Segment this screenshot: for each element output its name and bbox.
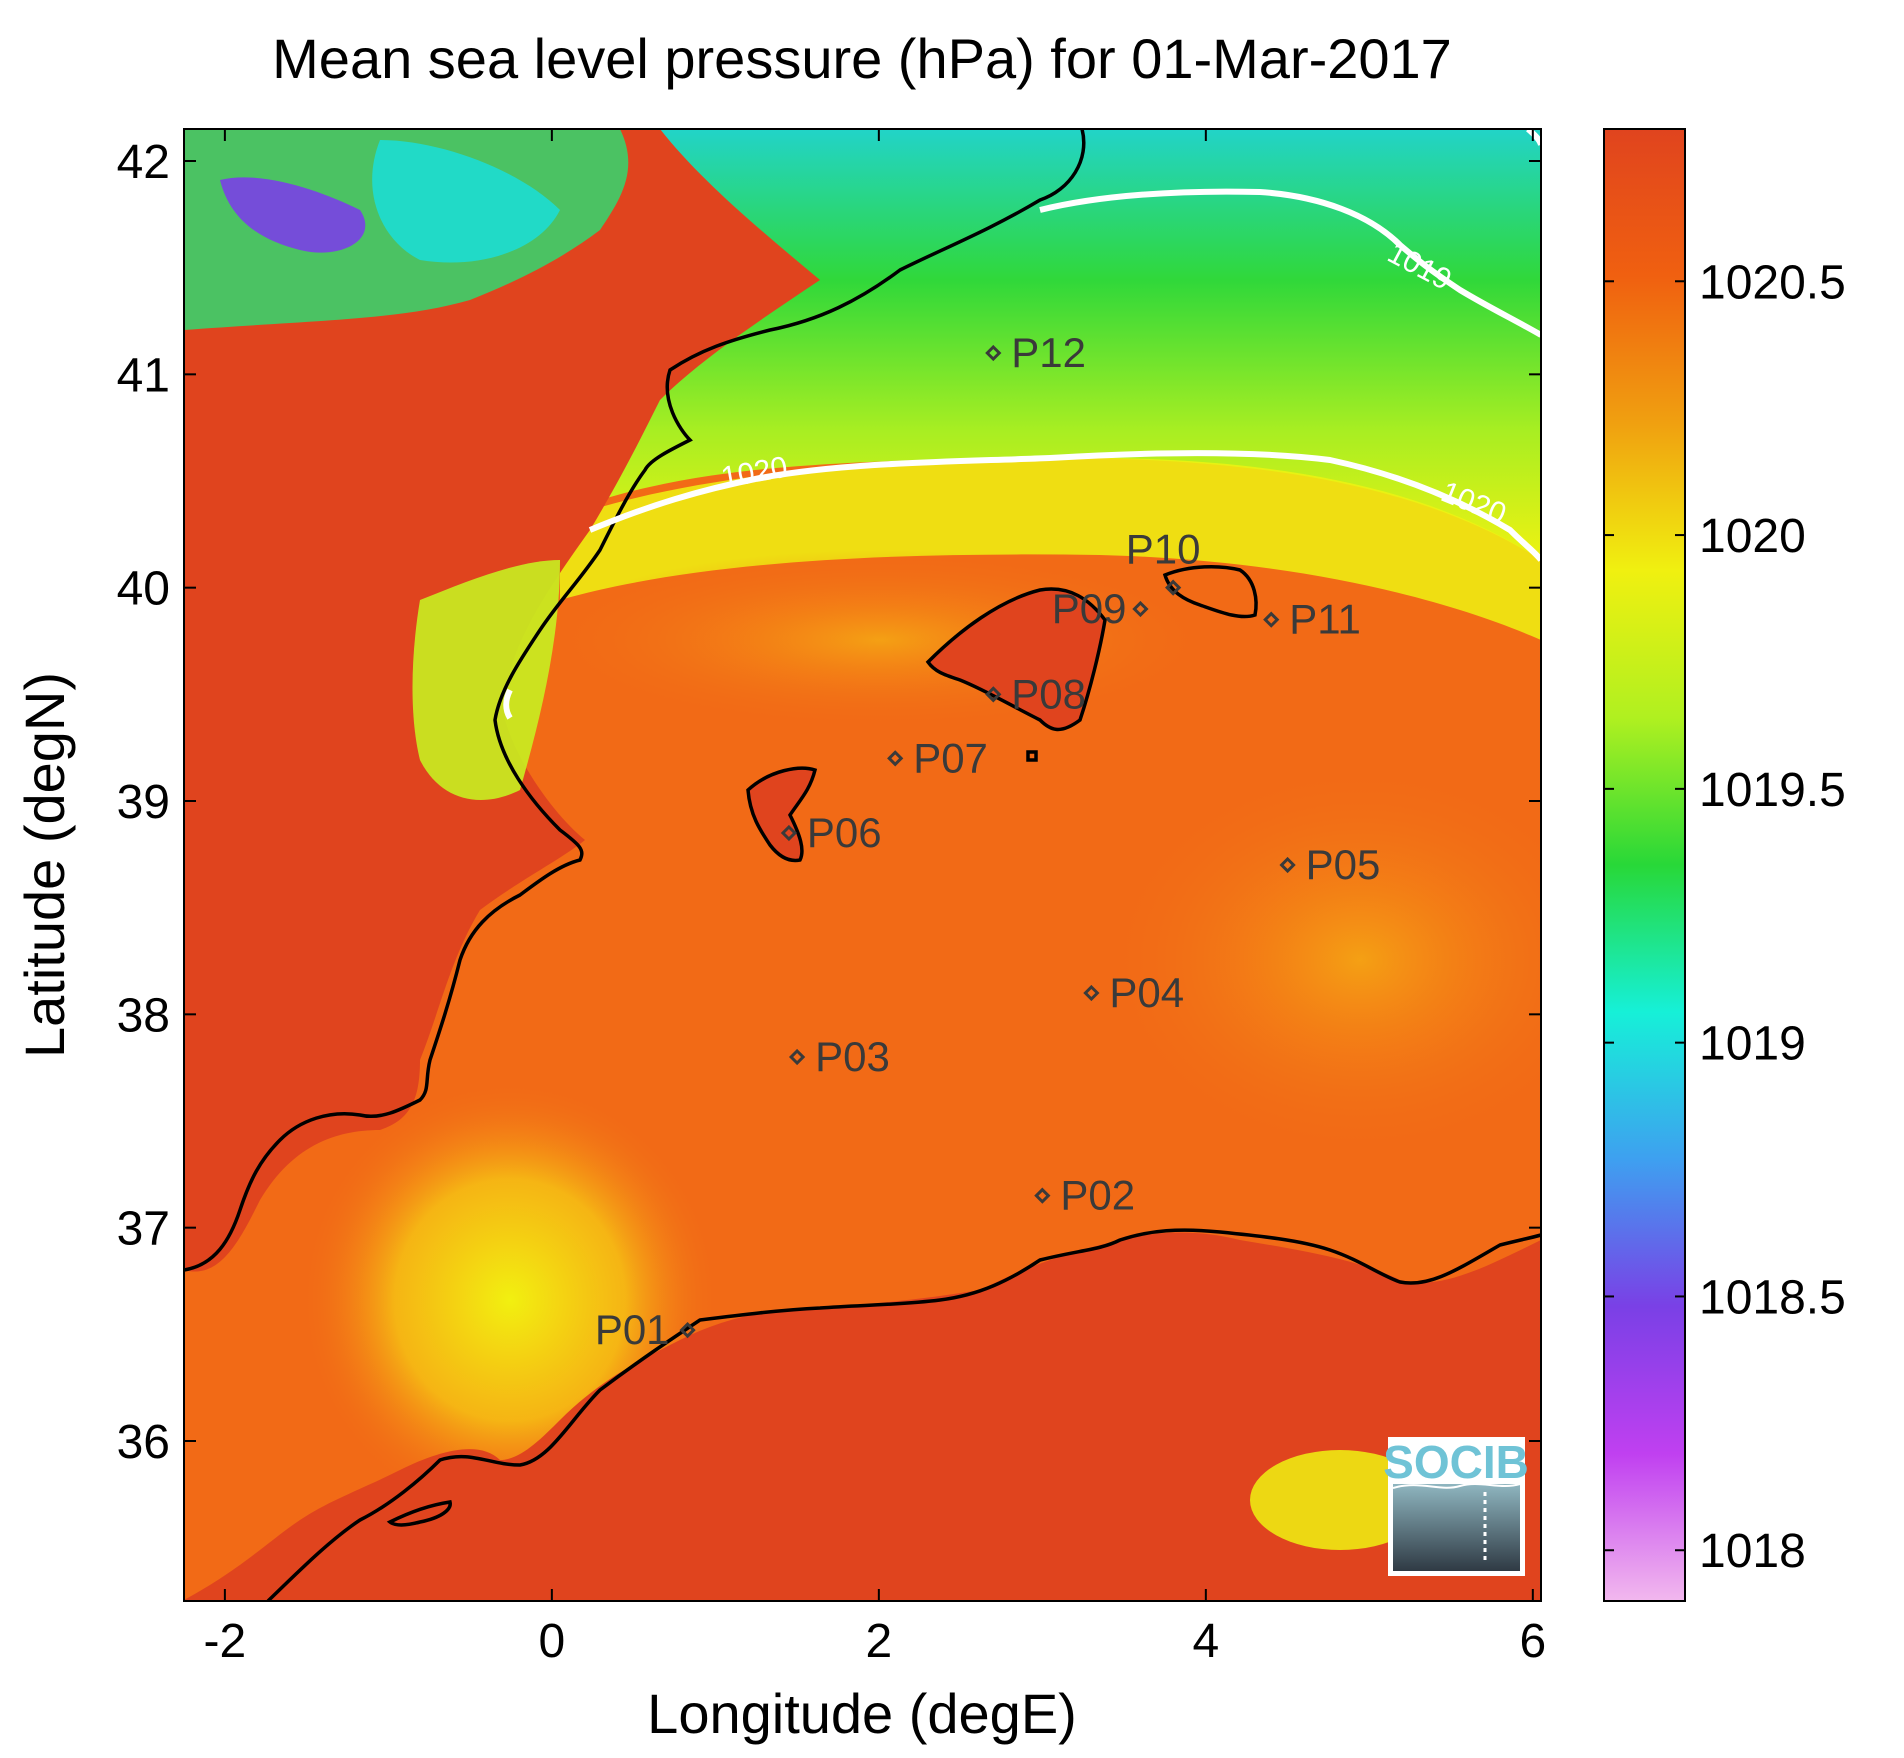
y-tick-label: 37 — [117, 1203, 170, 1256]
coastline-cabrera — [1026, 750, 1038, 762]
station-marker-p11 — [1263, 611, 1280, 628]
y-axis-ticks: 36 37 38 39 40 41 42 — [117, 136, 1541, 1469]
island-menorca — [1165, 566, 1257, 617]
y-tick-label: 42 — [117, 136, 170, 189]
coastline-iberia — [184, 129, 1086, 1272]
coastline-africa — [266, 1228, 1541, 1601]
station-marker-p05 — [1279, 856, 1296, 874]
y-tick-label: 38 — [117, 989, 170, 1042]
logo-wave — [1392, 1483, 1521, 1489]
map-area: 1020 1020 1019 P01P02P03P04P05P06P07P08P… — [184, 129, 1541, 1601]
x-axis-ticks: -2 0 2 4 6 — [204, 129, 1546, 1668]
station-marker-p07 — [887, 750, 904, 767]
y-tick-label: 40 — [117, 563, 170, 616]
y-axis-label: Latitude (degN) — [13, 672, 76, 1058]
stations: P01 P02 P03 P04 P05 P06 P07 P08 P09 P10 P11 P12 — [595, 329, 1380, 1353]
logo-image — [1393, 1484, 1520, 1571]
map-frame — [183, 128, 1542, 1602]
x-tick-label: 6 — [1519, 1615, 1546, 1668]
colorbar-tick-label: 1019 — [1699, 1018, 1806, 1071]
socib-logo: SOCIB — [1383, 1436, 1529, 1576]
coastline-ceuta — [386, 1500, 452, 1527]
africa-land — [184, 1232, 1541, 1601]
x-axis-label: Longitude (degE) — [647, 1682, 1077, 1745]
x-tick-label: 2 — [865, 1615, 892, 1668]
contour-1020-small — [503, 688, 513, 720]
land-highland-purple — [220, 177, 366, 253]
land-coastal-yellow — [412, 560, 560, 800]
station-marker-p08 — [985, 686, 1002, 703]
yellow-band — [560, 457, 1541, 640]
station-marker-p03 — [788, 1048, 806, 1066]
station-marker-p04 — [1083, 984, 1100, 1002]
x-tick-label: -2 — [204, 1615, 247, 1668]
station-marker-p01 — [679, 1321, 696, 1339]
station-label-p12: P12 — [1011, 329, 1086, 376]
colorbar-tick-label: 1019.5 — [1699, 764, 1846, 817]
colorbar-tick-label: 1018.5 — [1699, 1271, 1846, 1324]
station-label-p08: P08 — [1011, 670, 1086, 717]
station-label-p03: P03 — [815, 1033, 890, 1080]
chart-title: Mean sea level pressure (hPa) for 01-Mar… — [272, 27, 1452, 90]
contour-1020 — [588, 450, 1541, 562]
y-tick-label: 41 — [117, 349, 170, 402]
station-label-p05: P05 — [1306, 841, 1381, 888]
station-marker-p02 — [1034, 1187, 1051, 1204]
colorbar — [1603, 128, 1686, 1602]
coastline-menorca — [1162, 564, 1258, 619]
y-tick-label: 36 — [117, 1416, 170, 1469]
yellow-blob-central — [540, 550, 1220, 730]
logo-text: SOCIB — [1383, 1436, 1529, 1488]
station-label-p10: P10 — [1126, 526, 1201, 573]
yellow-blob-east — [1100, 760, 1541, 1160]
x-tick-label: 0 — [539, 1615, 566, 1668]
coastline-mallorca — [925, 587, 1107, 732]
colorbar-tick-label: 1018 — [1699, 1525, 1806, 1578]
station-label-p06: P06 — [807, 809, 882, 856]
station-label-p07: P07 — [913, 734, 988, 781]
station-marker-p09 — [1132, 600, 1149, 618]
colorbar-ticks: 1018 1018.5 1019 1019.5 1020 1020.5 — [1604, 256, 1846, 1578]
station-label-p11: P11 — [1289, 596, 1361, 643]
x-tick-label: 4 — [1192, 1615, 1219, 1668]
contour-1019 — [1039, 188, 1541, 338]
station-marker-p12 — [985, 344, 1002, 362]
africa-yellow-patch — [1250, 1450, 1430, 1550]
station-label-p02: P02 — [1060, 1172, 1135, 1219]
colorbar-tick-label: 1020.5 — [1699, 256, 1846, 309]
station-label-p09: P09 — [1052, 585, 1127, 632]
station-marker-p10 — [1165, 579, 1182, 596]
coastlines — [184, 129, 1541, 1601]
colorbar-tick-label: 1020 — [1699, 510, 1806, 563]
y-tick-label: 39 — [117, 776, 170, 829]
station-label-p04: P04 — [1109, 969, 1184, 1016]
station-marker-p06 — [780, 824, 798, 842]
land-highland-cyan — [372, 140, 560, 263]
coastline-ibiza — [746, 766, 818, 863]
station-label-p01: P01 — [595, 1306, 670, 1353]
